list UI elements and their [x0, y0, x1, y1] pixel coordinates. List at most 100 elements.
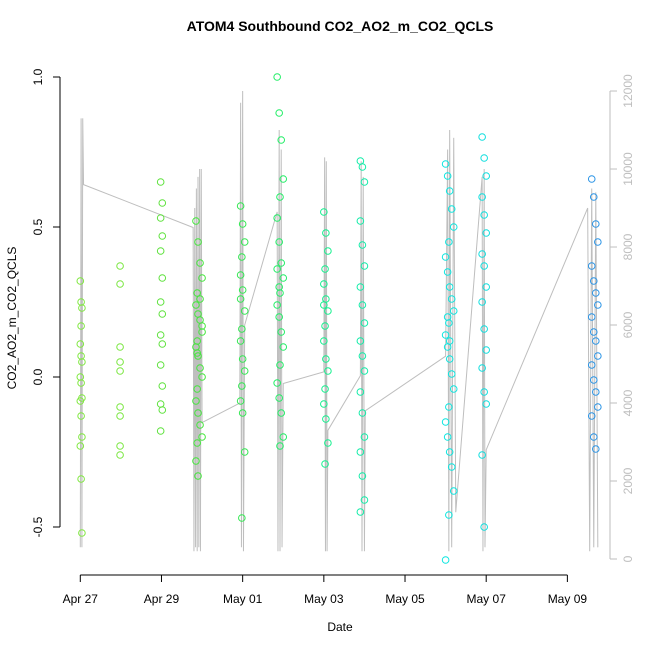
data-point — [480, 388, 488, 396]
data-point — [196, 295, 204, 303]
y-tick-label: 0.0 — [31, 368, 45, 385]
data-point — [198, 274, 206, 282]
data-point — [358, 352, 367, 360]
data-point — [358, 472, 367, 480]
data-point — [77, 379, 85, 387]
data-point — [279, 274, 288, 282]
data-point — [447, 370, 456, 378]
data-point — [192, 217, 200, 225]
data-point — [76, 442, 85, 450]
data-point — [449, 307, 458, 315]
data-point — [275, 313, 283, 321]
data-point — [589, 193, 598, 201]
data-point — [276, 442, 284, 450]
data-point — [441, 556, 450, 564]
data-point — [193, 349, 201, 357]
data-point — [587, 262, 596, 270]
data-point — [236, 202, 245, 210]
data-point — [447, 463, 456, 471]
data-point — [77, 475, 85, 483]
data-point — [449, 385, 458, 393]
data-point — [240, 448, 249, 456]
data-point — [238, 325, 246, 333]
data-point — [198, 322, 206, 330]
data-point — [78, 358, 86, 366]
data-point — [356, 283, 365, 291]
data-point — [478, 298, 486, 306]
data-point — [482, 283, 490, 291]
data-point — [320, 337, 328, 345]
data-point — [589, 328, 598, 336]
data-point — [194, 238, 202, 246]
data-point — [277, 328, 286, 336]
data-point — [356, 337, 365, 345]
data-point — [591, 445, 600, 453]
data-point — [321, 460, 329, 468]
data-point — [276, 289, 284, 297]
data-point — [360, 367, 369, 375]
data-point — [240, 238, 249, 246]
data-point — [324, 367, 332, 375]
data-point — [594, 403, 602, 411]
data-point — [238, 220, 247, 228]
data-point — [236, 295, 245, 303]
data-point — [360, 319, 369, 327]
x-tick-label: Apr 29 — [144, 592, 180, 606]
data-point — [478, 193, 486, 201]
data-point — [236, 397, 245, 405]
data-point — [589, 433, 598, 441]
data-point — [158, 274, 167, 282]
data-point — [447, 205, 456, 213]
data-point — [192, 457, 200, 465]
data-point — [279, 343, 288, 351]
data-point — [236, 337, 245, 345]
data-point — [480, 211, 488, 219]
data-point — [482, 400, 490, 408]
data-point — [156, 214, 165, 222]
data-point — [77, 412, 85, 420]
x-tick-label: Apr 27 — [63, 592, 99, 606]
data-point — [443, 433, 452, 441]
data-point — [198, 328, 206, 336]
data-point — [275, 109, 283, 117]
data-point — [273, 265, 281, 273]
data-point — [360, 496, 369, 504]
data-point — [321, 322, 329, 330]
data-point — [587, 175, 596, 183]
data-point — [321, 385, 329, 393]
data-point — [276, 361, 284, 369]
data-point — [443, 172, 452, 180]
data-point — [238, 355, 247, 363]
data-point — [449, 223, 458, 231]
data-point — [238, 286, 247, 294]
data-point — [273, 73, 281, 81]
data-point — [478, 364, 486, 372]
data-point — [273, 301, 281, 309]
data-point — [441, 160, 450, 168]
data-point — [482, 172, 490, 180]
data-point — [587, 412, 596, 420]
data-point — [273, 379, 281, 387]
data-point — [238, 253, 246, 261]
data-point — [275, 283, 283, 291]
data-point — [116, 280, 124, 288]
data-point — [77, 352, 85, 360]
data-point — [443, 313, 452, 321]
data-point — [443, 268, 452, 276]
data-point — [320, 400, 328, 408]
data-point — [587, 361, 596, 369]
data-point — [356, 388, 365, 396]
data-point — [76, 373, 85, 381]
data-point — [478, 451, 486, 459]
data-point — [441, 418, 450, 426]
data-point — [320, 301, 328, 309]
data-point — [356, 508, 365, 516]
data-point — [445, 403, 453, 411]
data-point — [445, 355, 454, 363]
data-point — [158, 310, 167, 318]
y-axis-label: CO2_AO2_m_CO2_QCLS — [5, 247, 19, 390]
data-point — [198, 433, 206, 441]
data-point — [194, 472, 202, 480]
y2-tick-label: 10000 — [621, 152, 635, 186]
data-point — [76, 277, 85, 285]
